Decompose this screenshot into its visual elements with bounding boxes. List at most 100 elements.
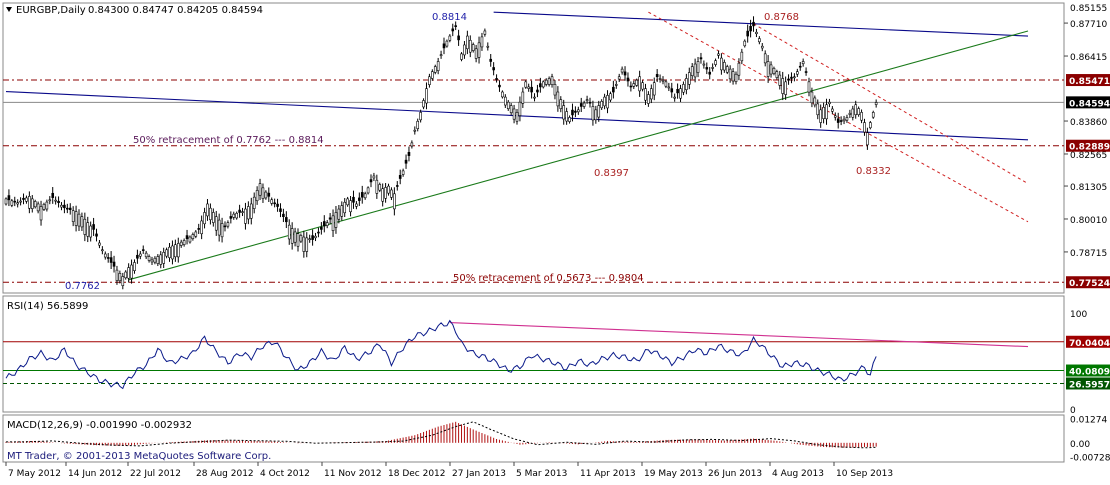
price-candle-body (375, 179, 379, 194)
macd-title: MACD(12,26,9) -0.001990 -0.002932 (7, 420, 192, 431)
price-candle-body (308, 238, 311, 241)
price-candle-body (39, 206, 43, 221)
price-candle-body (620, 68, 624, 73)
price-candle-body (638, 76, 641, 92)
price-candle-body (536, 89, 539, 93)
price-candle-body (714, 60, 717, 65)
price-candle-body (796, 71, 799, 75)
price-candle-body (760, 45, 764, 49)
price-candle-body (188, 236, 192, 243)
price-candle-body (658, 78, 662, 80)
price-candle-body (355, 203, 358, 207)
price-candle-body (609, 93, 612, 101)
rsi-level-label: 70.04049 (1069, 339, 1110, 349)
price-candle-body (763, 53, 767, 64)
price-candle-body (860, 112, 863, 121)
price-candle-body (407, 152, 411, 156)
price-candle-body (10, 200, 14, 206)
price-candle-body (346, 198, 349, 206)
price-candle-body (273, 202, 276, 205)
price-candle-body (810, 91, 814, 104)
price-candle-body (614, 84, 618, 86)
x-tick-label: 5 Mar 2013 (516, 469, 567, 479)
price-candle-body (504, 96, 507, 106)
price-candle-body (644, 88, 647, 101)
price-candle-body (270, 199, 274, 204)
bearish-trendline-b (753, 23, 1029, 185)
price-candle-body (214, 216, 218, 231)
price-candle-body (553, 84, 557, 96)
price-candle-body (141, 249, 145, 251)
price-candle-body (223, 225, 227, 228)
price-candle-body (349, 200, 352, 213)
price-candle-body (168, 246, 171, 258)
price-candle-body (36, 203, 40, 212)
price-candle-body (539, 83, 542, 88)
price-candle-body (217, 219, 221, 236)
price-candle-body (489, 58, 493, 62)
price-candle-body (106, 257, 110, 259)
price-candle-body (68, 207, 72, 210)
price-candle-body (290, 228, 294, 244)
price-candle-body (45, 201, 49, 210)
price-candle-body (448, 35, 452, 41)
copyright-note: MT Trader, © 2001-2013 MetaQuotes Softwa… (7, 451, 271, 462)
rsi-layer: 100 0 70.04049 40.08097 26.59574 (3, 310, 1110, 416)
price-candle-body (352, 196, 355, 203)
price-candle-body (857, 108, 860, 116)
price-candle-body (13, 200, 17, 203)
price-candle-body (784, 81, 787, 95)
price-candle-body (696, 61, 700, 73)
price-candle-body (7, 195, 11, 201)
price-candle-body (839, 120, 843, 122)
price-candle-body (708, 71, 712, 75)
price-candle-body (4, 198, 8, 205)
price-candle-body (182, 240, 186, 245)
price-candle-body (577, 109, 580, 113)
price-candle-body (822, 106, 825, 119)
price-candle-body (565, 111, 568, 122)
price-annotation: 0.7762 (65, 281, 100, 292)
price-candle-body (241, 211, 244, 213)
price-candle-body (112, 261, 116, 267)
price-candle-body (594, 109, 598, 121)
price-annotation: 50% retracement of 0.7762 --- 0.8814 (133, 135, 324, 146)
price-candle-body (136, 254, 139, 259)
price-candle-body (369, 179, 373, 183)
price-candle-body (25, 197, 28, 202)
price-candle-body (398, 175, 402, 179)
price-top-label: 0.85155 (1070, 4, 1107, 14)
price-candle-body (705, 67, 709, 70)
rsi-level-label: 40.08097 (1069, 368, 1110, 378)
price-candle-body (276, 203, 279, 207)
price-candle-body (200, 220, 203, 235)
price-candle-body (101, 249, 104, 252)
price-level-tag (1066, 139, 1110, 152)
price-candle-body (854, 104, 858, 116)
price-level-tag (1066, 276, 1110, 289)
price-candle-body (311, 235, 314, 240)
price-annotation: 0.8768 (764, 12, 799, 23)
x-tick-label: 18 Dec 2012 (388, 469, 446, 479)
price-candle-body (457, 35, 460, 41)
price-candle-body (340, 205, 344, 217)
price-candle-body (445, 40, 449, 47)
price-candle-body (378, 184, 382, 191)
price-candle-body (144, 252, 148, 258)
rsi-level-label: 26.59574 (1069, 380, 1110, 390)
x-tick-label: 10 Sep 2013 (836, 469, 893, 479)
price-candle-body (556, 91, 560, 107)
price-candle-body (124, 271, 128, 279)
price-candle-body (635, 79, 639, 86)
ohlc-readout: 0.84300 0.84747 0.84205 0.84594 (88, 5, 263, 16)
price-candle-body (477, 42, 481, 58)
price-candle-body (264, 191, 268, 199)
price-candle-body (474, 48, 478, 59)
price-candle-body (866, 132, 869, 146)
price-candle-body (162, 252, 165, 264)
price-candle-body (702, 63, 706, 66)
price-candle-body (16, 202, 19, 205)
price-candle-body (687, 72, 691, 85)
price-candle-body (725, 66, 729, 73)
price-level-label: 0.84594 (1069, 99, 1110, 109)
